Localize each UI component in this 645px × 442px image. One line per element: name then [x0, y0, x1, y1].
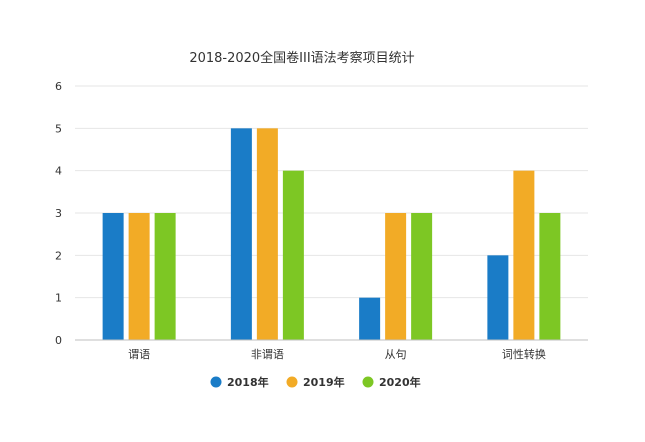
- legend-swatch: [362, 376, 374, 388]
- legend-swatch: [286, 376, 298, 388]
- legend-label: 2020年: [379, 375, 421, 389]
- bar-3-1: [154, 213, 176, 340]
- bar-3-3: [411, 213, 433, 340]
- legend-swatch: [210, 376, 222, 388]
- x-category-label: 词性转换: [502, 347, 546, 361]
- bar-2-4: [513, 170, 535, 340]
- y-tick-label: 0: [55, 334, 62, 347]
- bar-2-1: [128, 213, 150, 340]
- bar-2-2: [256, 128, 278, 340]
- y-tick-label: 2: [55, 249, 62, 262]
- y-axis-ticks: 0 1 2 3 4 5 6: [55, 80, 62, 347]
- bar-3-2: [282, 170, 304, 340]
- bars: [102, 128, 561, 340]
- y-tick-label: 4: [55, 165, 62, 178]
- x-category-label: 非谓语: [251, 348, 284, 361]
- bar-1-3: [359, 297, 381, 340]
- x-category-label: 从句: [385, 348, 407, 361]
- legend-label: 2018年: [227, 375, 269, 389]
- x-axis-categories: 谓语 非谓语 从句 词性转换: [128, 347, 546, 361]
- bar-3-4: [539, 213, 561, 340]
- y-tick-label: 1: [55, 292, 62, 305]
- x-category-label: 谓语: [128, 348, 150, 361]
- y-tick-label: 3: [55, 207, 62, 220]
- bar-1-4: [487, 255, 509, 340]
- bar-1-1: [102, 213, 124, 340]
- gridlines: [75, 85, 588, 299]
- bar-1-2: [230, 128, 252, 340]
- chart-title: 2018-2020全国卷III语法考察项目统计: [189, 50, 414, 66]
- y-tick-label: 6: [55, 80, 62, 93]
- bar-2-3: [385, 213, 407, 340]
- y-tick-label: 5: [55, 122, 62, 135]
- legend: 2018年 2019年 2020年: [210, 375, 421, 389]
- legend-label: 2019年: [303, 375, 345, 389]
